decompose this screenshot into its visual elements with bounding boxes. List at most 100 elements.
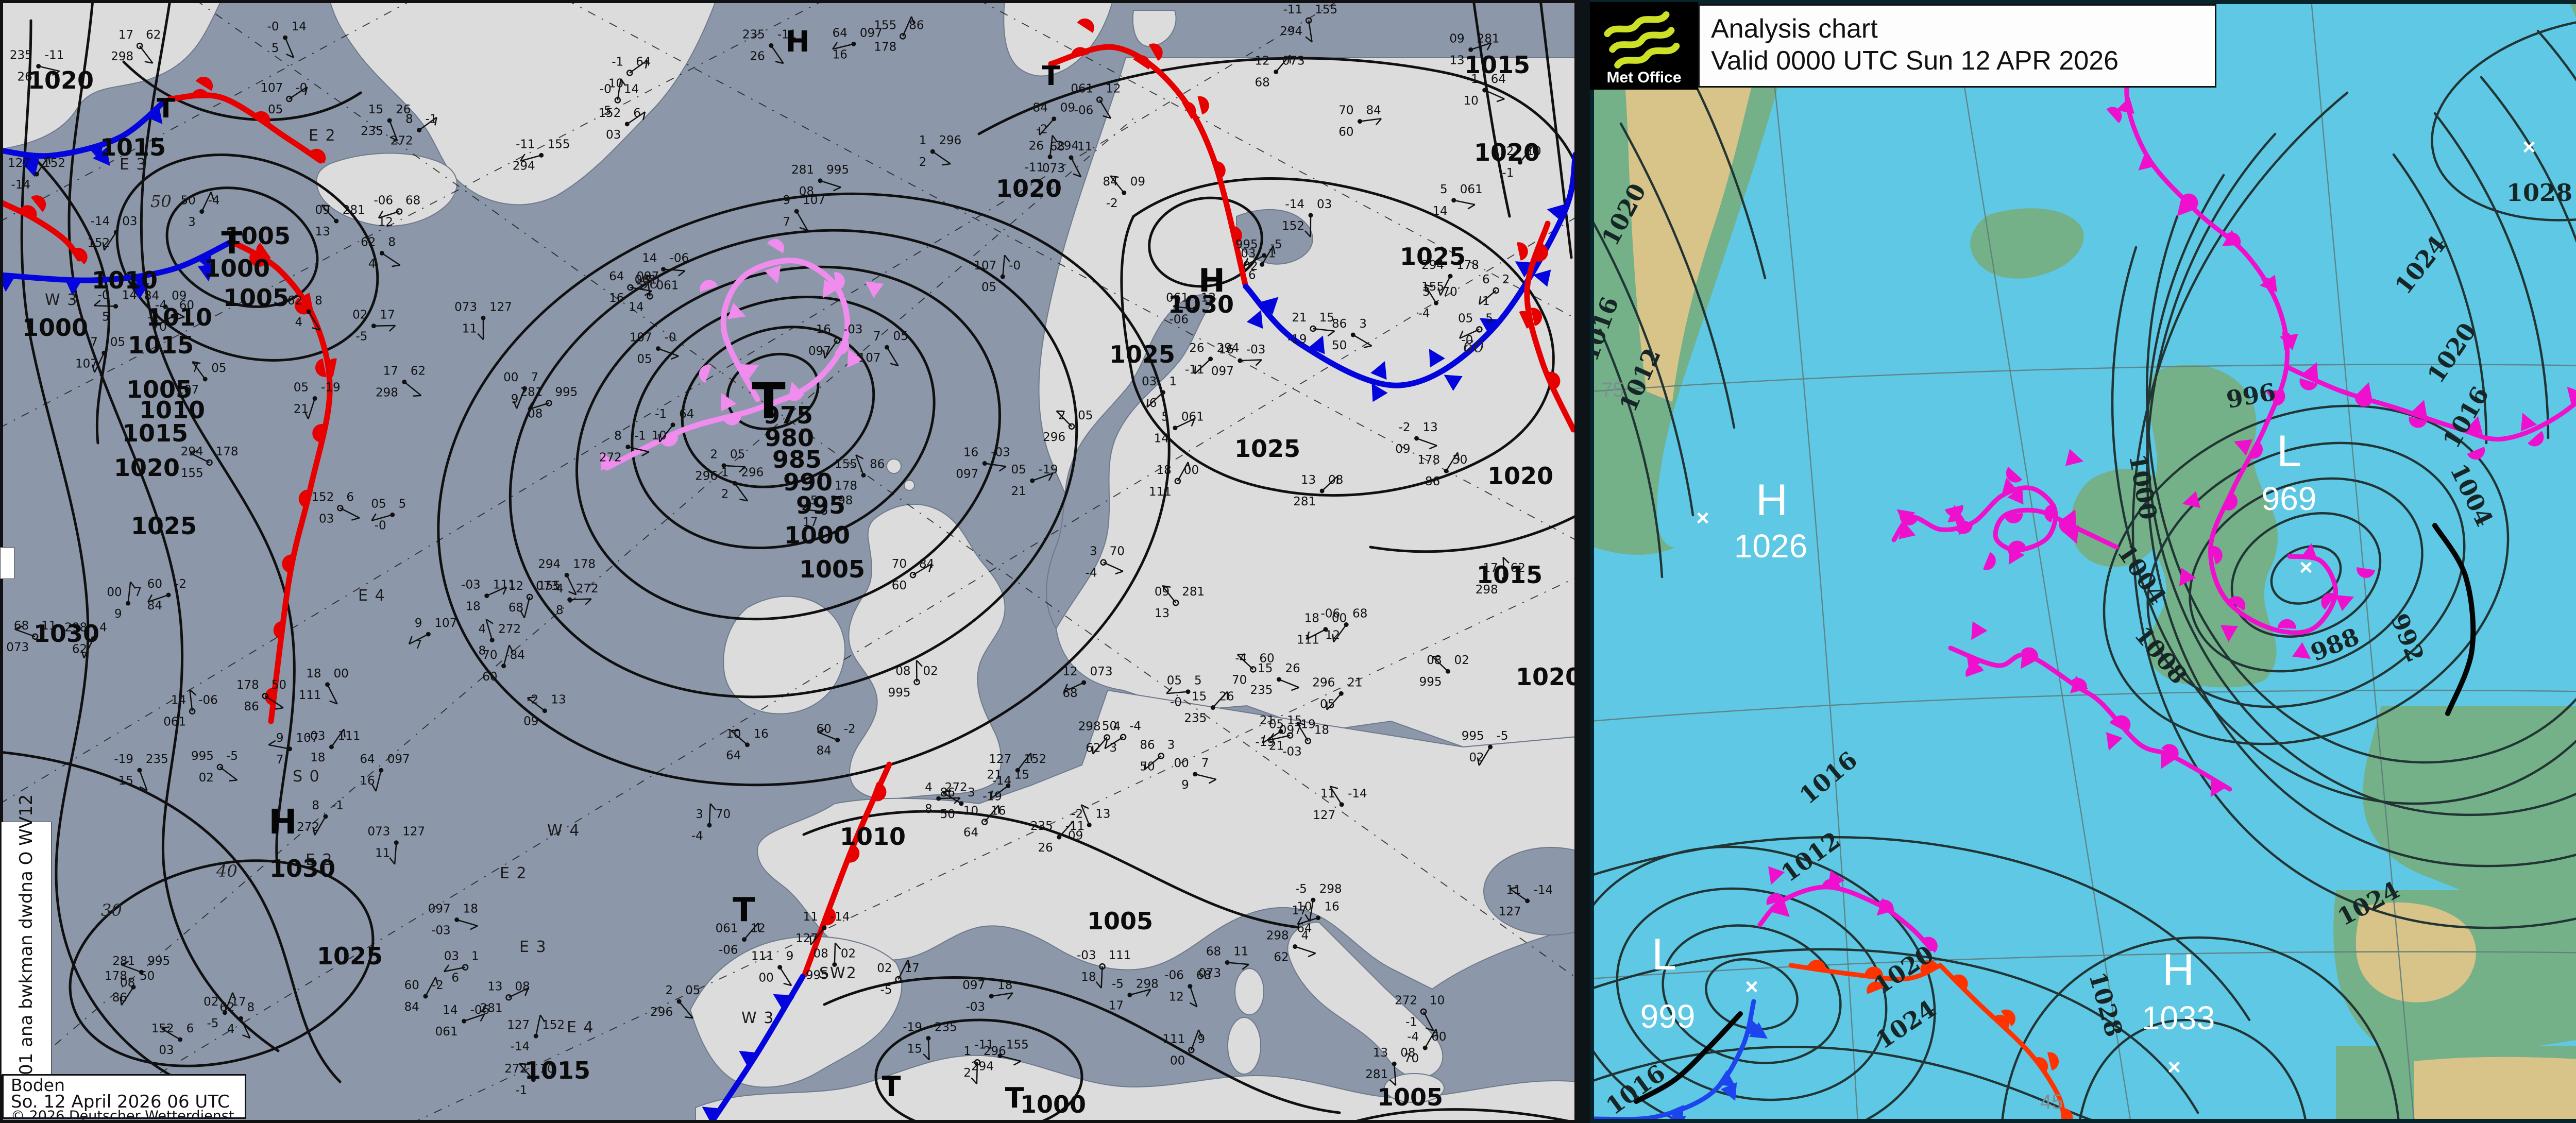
pressure-center-value: 1026: [1734, 528, 1807, 565]
station-plot: 11 127 -14: [795, 910, 850, 945]
svg-text:86: 86: [244, 700, 259, 713]
svg-text:18: 18: [463, 902, 478, 915]
svg-text:14: 14: [642, 252, 657, 265]
svg-text:298: 298: [830, 494, 853, 507]
svg-text:21: 21: [1292, 311, 1307, 325]
isobars-left: [0, 0, 1578, 1123]
dwd-analysis-panel: 70 60 84 -2 09 13 281 08 995 02 -5 17 298 62 4 8 272 -1 10…: [0, 0, 1578, 1123]
station-plot: 7 107 05: [176, 361, 227, 397]
station-plot: 6 12: [1479, 273, 1510, 308]
warm-front-semicircle: [2467, 447, 2485, 460]
svg-text:15: 15: [907, 1042, 922, 1056]
svg-text:7: 7: [90, 335, 98, 349]
cold-front-triangle: [2210, 778, 2227, 797]
warm-front-semicircle: [2228, 596, 2246, 611]
svg-text:9: 9: [783, 194, 791, 207]
cold-front-triangle: [2065, 449, 2084, 466]
cold-front-triangle: [2520, 413, 2537, 432]
svg-text:061: 061: [1166, 291, 1189, 304]
station-plots: 706084-209132810899502-5172986248272-110…: [6, 3, 1553, 1097]
svg-text:-03: -03: [1077, 949, 1096, 962]
svg-text:00: 00: [503, 371, 518, 384]
svg-text:061: 061: [163, 716, 186, 729]
station-plot: 8 272 -1: [599, 430, 650, 465]
station-plot: 107 05 -0: [260, 81, 308, 116]
svg-text:155: 155: [1315, 3, 1337, 16]
warm-front-semicircle: [660, 433, 678, 447]
svg-text:13: 13: [1423, 421, 1438, 434]
sea-area-label: E 3: [120, 156, 147, 174]
isobar-label: 1005: [1377, 1083, 1443, 1111]
svg-text:11: 11: [462, 322, 477, 335]
svg-text:235: 235: [361, 125, 383, 138]
svg-text:-0: -0: [98, 289, 110, 302]
svg-text:127: 127: [402, 825, 425, 839]
svg-text:107: 107: [296, 731, 319, 745]
station-plot: 86 50 3: [1332, 317, 1372, 352]
svg-text:-14: -14: [831, 910, 850, 924]
svg-text:70: 70: [151, 320, 166, 334]
isobar-label: 1015: [128, 331, 194, 359]
cold-front-triangle: [776, 995, 795, 1012]
warm-front-semicircle: [2182, 193, 2198, 210]
station-plot: 298 62 4: [1266, 929, 1316, 964]
svg-text:7: 7: [783, 215, 791, 229]
svg-text:00: 00: [1332, 612, 1347, 625]
sea-area-label: W 3: [741, 1009, 774, 1027]
front-line-occluded: [1948, 645, 2232, 792]
svg-text:08: 08: [515, 980, 530, 993]
isobar-label: 1025: [131, 512, 197, 540]
fronts-left: [0, 18, 1578, 1123]
warm-front-semicircle: [846, 844, 860, 863]
svg-text:05: 05: [981, 281, 996, 294]
station-plot: 9 7 107: [268, 731, 318, 767]
svg-text:10: 10: [1430, 994, 1445, 1008]
svg-text:155: 155: [835, 458, 857, 471]
svg-text:86: 86: [909, 19, 924, 32]
station-plot: 09 13 281: [1155, 585, 1205, 620]
svg-text:62: 62: [146, 28, 161, 42]
station-plot: 11 127 -14: [1499, 883, 1553, 918]
station-plot: 12 68 073: [1255, 54, 1304, 89]
pressure-center-H: H: [268, 802, 297, 842]
svg-text:235: 235: [146, 753, 168, 766]
svg-text:17: 17: [118, 28, 133, 42]
svg-text:3: 3: [1109, 741, 1117, 755]
warm-front-semicircle: [699, 365, 711, 383]
cold-front-triangle: [2116, 97, 2134, 114]
isobar-label: 1005: [223, 284, 289, 312]
svg-text:08: 08: [1427, 654, 1442, 667]
cold-front-triangle: [2138, 152, 2157, 171]
svg-text:84: 84: [147, 599, 162, 612]
svg-text:50: 50: [1140, 760, 1155, 773]
cold-front-triangle: [1370, 361, 1387, 380]
cold-front-triangle: [727, 302, 746, 319]
station-plot: 127 -14 152: [507, 1014, 565, 1053]
warm-front-semicircle: [1920, 960, 1939, 973]
station-plot: 10 64 16: [1297, 900, 1340, 935]
station-plot: 17 298 62: [376, 364, 426, 399]
svg-text:-2: -2: [844, 723, 856, 736]
svg-text:68: 68: [509, 601, 523, 615]
sea-area-label: E 2: [309, 127, 336, 145]
svg-text:152: 152: [542, 1018, 565, 1032]
svg-text:995: 995: [888, 686, 911, 700]
svg-text:097: 097: [1211, 365, 1234, 378]
svg-text:70: 70: [716, 808, 731, 821]
svg-text:64: 64: [1297, 922, 1312, 935]
svg-text:5: 5: [272, 42, 279, 55]
isobar-label: 1005: [225, 222, 291, 250]
svg-text:-4: -4: [1407, 1030, 1419, 1044]
svg-text:2: 2: [1502, 273, 1510, 286]
station-plot: 8 272 -1: [391, 113, 437, 148]
cold-front-triangle: [702, 1107, 721, 1123]
svg-text:995: 995: [191, 750, 214, 763]
svg-text:127: 127: [1313, 809, 1335, 822]
svg-text:281: 281: [480, 1001, 503, 1015]
svg-text:155: 155: [874, 19, 896, 32]
isobar-label: 1020: [28, 66, 94, 94]
warm-front-semicircle: [2044, 504, 2056, 523]
svg-text:00: 00: [334, 667, 349, 680]
svg-text:00: 00: [1184, 464, 1199, 477]
